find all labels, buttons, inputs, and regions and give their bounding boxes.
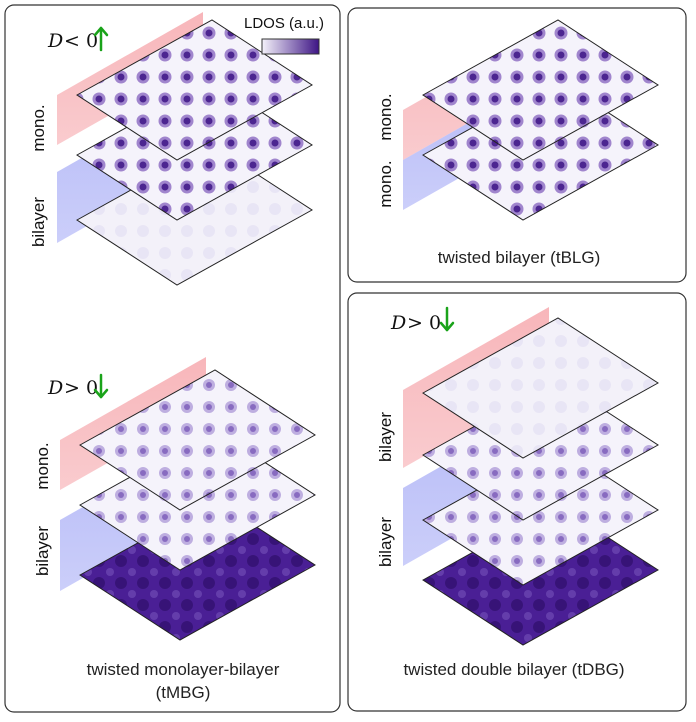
ldos-sheet-mono xyxy=(76,19,313,161)
d-symbol: D xyxy=(390,312,406,334)
label-mono: mono. xyxy=(33,442,52,489)
label-bilayer: bilayer xyxy=(33,526,52,576)
ldos-sheet-top xyxy=(422,317,659,459)
caption-tblg: twisted bilayer (tBLG) xyxy=(438,248,601,267)
tdbg-group: bilayer bilayer D > 0 xyxy=(376,306,659,646)
legend-label: LDOS (a.u.) xyxy=(244,15,324,32)
d-relation: > 0 xyxy=(407,312,441,334)
label-bilayer: bilayer xyxy=(29,197,48,247)
label-bilayer-bottom: bilayer xyxy=(376,517,395,567)
label-mono: mono. xyxy=(29,104,48,151)
ldos-legend: LDOS (a.u.) xyxy=(244,15,324,55)
label-bilayer-top: bilayer xyxy=(376,412,395,462)
d-label-bottom: D > 0 xyxy=(47,377,98,399)
label-mono-top: mono. xyxy=(376,93,395,140)
caption-tmbg-line1: twisted monolayer-bilayer xyxy=(87,660,280,679)
tmbg-top-group: mono. bilayer D < 0 xyxy=(29,12,313,286)
ldos-sheet-mono-top xyxy=(422,19,659,161)
d-symbol: D xyxy=(47,30,63,52)
d-label-top: D < 0 xyxy=(47,30,98,52)
d-label-tdbg: D > 0 xyxy=(390,312,441,334)
caption-tdbg: twisted double bilayer (tDBG) xyxy=(403,660,624,679)
d-relation: > 0 xyxy=(64,377,98,399)
arrow-up-icon xyxy=(93,26,109,52)
label-mono-bottom: mono. xyxy=(376,160,395,207)
tblg-group: mono. mono. xyxy=(376,19,659,221)
arrow-down-icon xyxy=(439,306,455,332)
tmbg-bottom-group: mono. bilayer D > 0 xyxy=(33,357,316,641)
caption-tmbg-line2: (tMBG) xyxy=(156,683,211,702)
d-symbol: D xyxy=(47,377,63,399)
d-relation: < 0 xyxy=(64,30,98,52)
legend-colorbar xyxy=(261,38,320,55)
arrow-down-icon xyxy=(93,373,109,399)
ldos-sheet-mono xyxy=(79,369,316,511)
